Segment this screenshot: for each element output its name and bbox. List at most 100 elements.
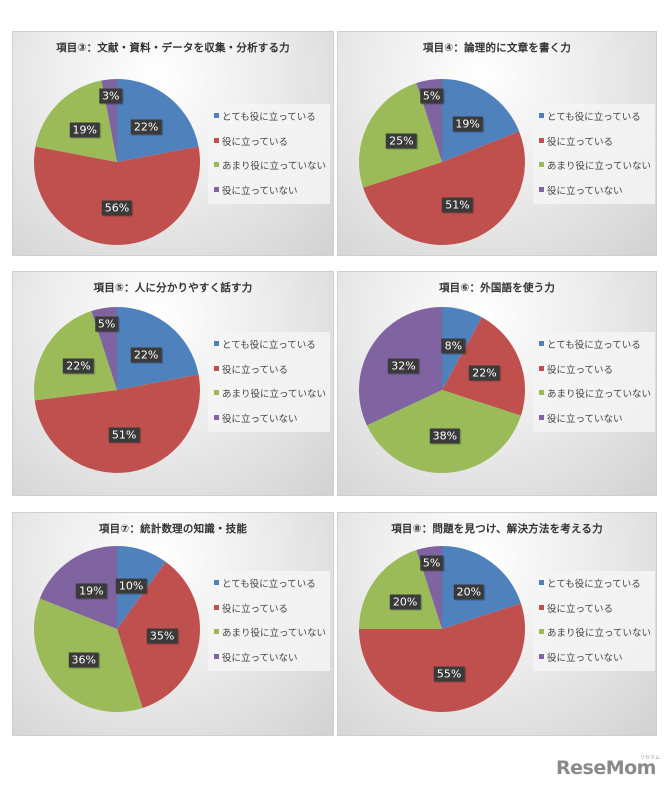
- legend-label: 役に立っている: [547, 603, 614, 615]
- slice-percentage-label: 55%: [433, 666, 465, 682]
- chart-legend: とても役に立っている 役に立っている あまり役に立っていない 役に立っていない: [208, 332, 330, 432]
- legend-label: とても役に立っている: [547, 112, 641, 123]
- legend-item: 役に立っていない: [214, 413, 324, 438]
- legend-swatch-icon: [539, 113, 544, 118]
- legend-item: 役に立っている: [214, 603, 324, 628]
- legend-swatch-icon: [539, 365, 544, 371]
- chart-title: 項目⑥：外国語を使う力: [438, 282, 556, 294]
- legend-swatch-icon: [214, 341, 219, 346]
- legend-item: あまり役に立っていない: [214, 388, 326, 413]
- chart-legend: とても役に立っている 役に立っているあまり役に立っていない 役に立っていない: [533, 104, 655, 204]
- pie-slice-not-very-useful: [35, 80, 118, 162]
- legend-item: 役に立っていない: [214, 185, 324, 210]
- legend-label: とても役に立っている: [222, 579, 316, 590]
- legend-swatch-icon: [214, 365, 219, 371]
- legend-label: 役に立っている: [222, 364, 289, 376]
- legend-swatch-icon: [214, 629, 219, 634]
- slice-percentage-label: 20%: [453, 584, 485, 600]
- slice-percentage-label: 19%: [69, 122, 100, 138]
- legend-label: 役に立っている: [222, 136, 289, 148]
- legend-item: 役に立っている: [214, 136, 324, 161]
- legend-item: あまり役に立っていない: [539, 388, 652, 413]
- legend-label: とても役に立っている: [547, 340, 641, 351]
- legend-label: とても役に立っている: [547, 579, 641, 590]
- pie-chart-panel: 項目⑥：外国語を使う力 8% 22% 38% 32% とても役に立っている 役に立っているあ…: [337, 271, 657, 496]
- legend-swatch-icon: [539, 653, 544, 659]
- legend-label: 役に立っている: [547, 364, 614, 376]
- slice-percentage-label: 19%: [452, 116, 483, 132]
- legend-label: 役に立っていない: [222, 185, 298, 197]
- legend-label: あまり役に立っていない: [222, 628, 327, 639]
- slice-percentage-label: 38%: [429, 428, 461, 444]
- legend-item: 役に立っていない: [539, 652, 649, 677]
- legend-swatch-icon: [214, 414, 219, 420]
- chart-title: 項目④：論理的に文章を書く力: [422, 42, 572, 54]
- legend-item: とても役に立っている: [539, 578, 649, 603]
- slice-percentage-label: 22%: [469, 365, 500, 381]
- slice-percentage-label: 3%: [99, 88, 123, 104]
- legend-item: 役に立っていない: [214, 652, 324, 677]
- legend-item: とても役に立っている: [539, 111, 649, 136]
- slice-percentage-label: 20%: [389, 594, 421, 610]
- chart-title: 項目⑧：問題を見つけ、解決方法を考える力: [391, 523, 603, 535]
- legend-item: 役に立っている: [214, 364, 324, 389]
- legend-label: 役に立っていない: [547, 185, 623, 197]
- pie-chart-panel: 項目③：文献・資料・データを収集・分析する力 22% 56% 19% 3% とても役に立っ…: [12, 31, 334, 256]
- pie-chart-panel: 項目⑧：問題を見つけ、解決方法を考える力 20% 55% 20% 5% とても役に立ってい…: [337, 512, 657, 736]
- slice-percentage-label: 22%: [130, 119, 162, 135]
- legend-item: あまり役に立っていない: [214, 627, 327, 652]
- legend-label: 役に立っていない: [547, 413, 623, 425]
- legend-item: 役に立っている: [539, 364, 649, 389]
- slice-percentage-label: 10%: [115, 578, 147, 594]
- legend-swatch-icon: [214, 390, 219, 395]
- legend-label: あまり役に立っていない: [547, 628, 652, 639]
- slice-percentage-label: 36%: [68, 652, 99, 668]
- legend-swatch-icon: [539, 390, 544, 395]
- legend-swatch-icon: [214, 653, 219, 659]
- slice-percentage-label: 51%: [108, 427, 140, 443]
- resemom-logo-kana: リセマム: [640, 755, 661, 761]
- pie-chart-panel: 項目④：論理的に文章を書く力 19% 51% 25% 5% とても役に立っている 役に立って…: [337, 31, 657, 256]
- legend-label: とても役に立っている: [222, 112, 316, 123]
- chart-title: 項目③：文献・資料・データを収集・分析する力: [56, 42, 290, 54]
- chart-title: 項目⑦：統計数理の知識・技能: [98, 523, 248, 535]
- slice-percentage-label: 32%: [388, 358, 419, 374]
- legend-swatch-icon: [214, 580, 219, 585]
- legend-swatch-icon: [539, 137, 544, 143]
- legend-swatch-icon: [539, 580, 544, 585]
- legend-item: 役に立っている: [539, 136, 649, 161]
- legend-label: 役に立っている: [222, 603, 289, 615]
- slice-percentage-label: 19%: [76, 583, 107, 599]
- pie: [34, 307, 201, 474]
- legend-item: とても役に立っている: [539, 339, 649, 364]
- legend-item: とても役に立っている: [214, 578, 324, 603]
- legend-swatch-icon: [539, 186, 544, 192]
- legend-swatch-icon: [214, 186, 219, 192]
- slice-percentage-label: 5%: [419, 88, 444, 104]
- legend-item: 役に立っていない: [539, 413, 649, 438]
- legend-label: あまり役に立っていない: [222, 161, 327, 172]
- legend-item: とても役に立っている: [214, 111, 324, 136]
- legend-label: あまり役に立っていない: [547, 161, 652, 172]
- legend-label: 役に立っていない: [222, 652, 298, 664]
- legend-swatch-icon: [539, 414, 544, 420]
- chart-legend: とても役に立っている 役に立っているあまり役に立っていない 役に立っていない: [533, 332, 655, 432]
- pie-slice-useful: [363, 131, 526, 246]
- legend-label: 役に立っている: [547, 136, 614, 148]
- pie-chart-panel: 項目⑦：統計数理の知識・技能 10% 35% 36% 19% とても役に立っている 役に立っ…: [12, 512, 334, 736]
- legend-swatch-icon: [539, 604, 544, 610]
- legend-swatch-icon: [214, 113, 219, 118]
- pie-slice-useful: [34, 374, 201, 474]
- legend-label: あまり役に立っていない: [547, 389, 652, 400]
- pie-slice-not-very-useful: [34, 311, 117, 401]
- slice-percentage-label: 22%: [63, 358, 94, 374]
- chart-legend: とても役に立っている 役に立っているあまり役に立っていない 役に立っていない: [208, 571, 330, 671]
- slice-percentage-label: 5%: [94, 316, 119, 332]
- legend-swatch-icon: [539, 162, 544, 167]
- legend-swatch-icon: [539, 341, 544, 346]
- slice-percentage-label: 5%: [419, 555, 444, 571]
- legend-label: とても役に立っている: [222, 340, 316, 351]
- slice-percentage-label: 56%: [101, 200, 133, 216]
- resemom-logo: ReseMom: [556, 757, 656, 779]
- legend-label: 役に立っていない: [547, 652, 623, 664]
